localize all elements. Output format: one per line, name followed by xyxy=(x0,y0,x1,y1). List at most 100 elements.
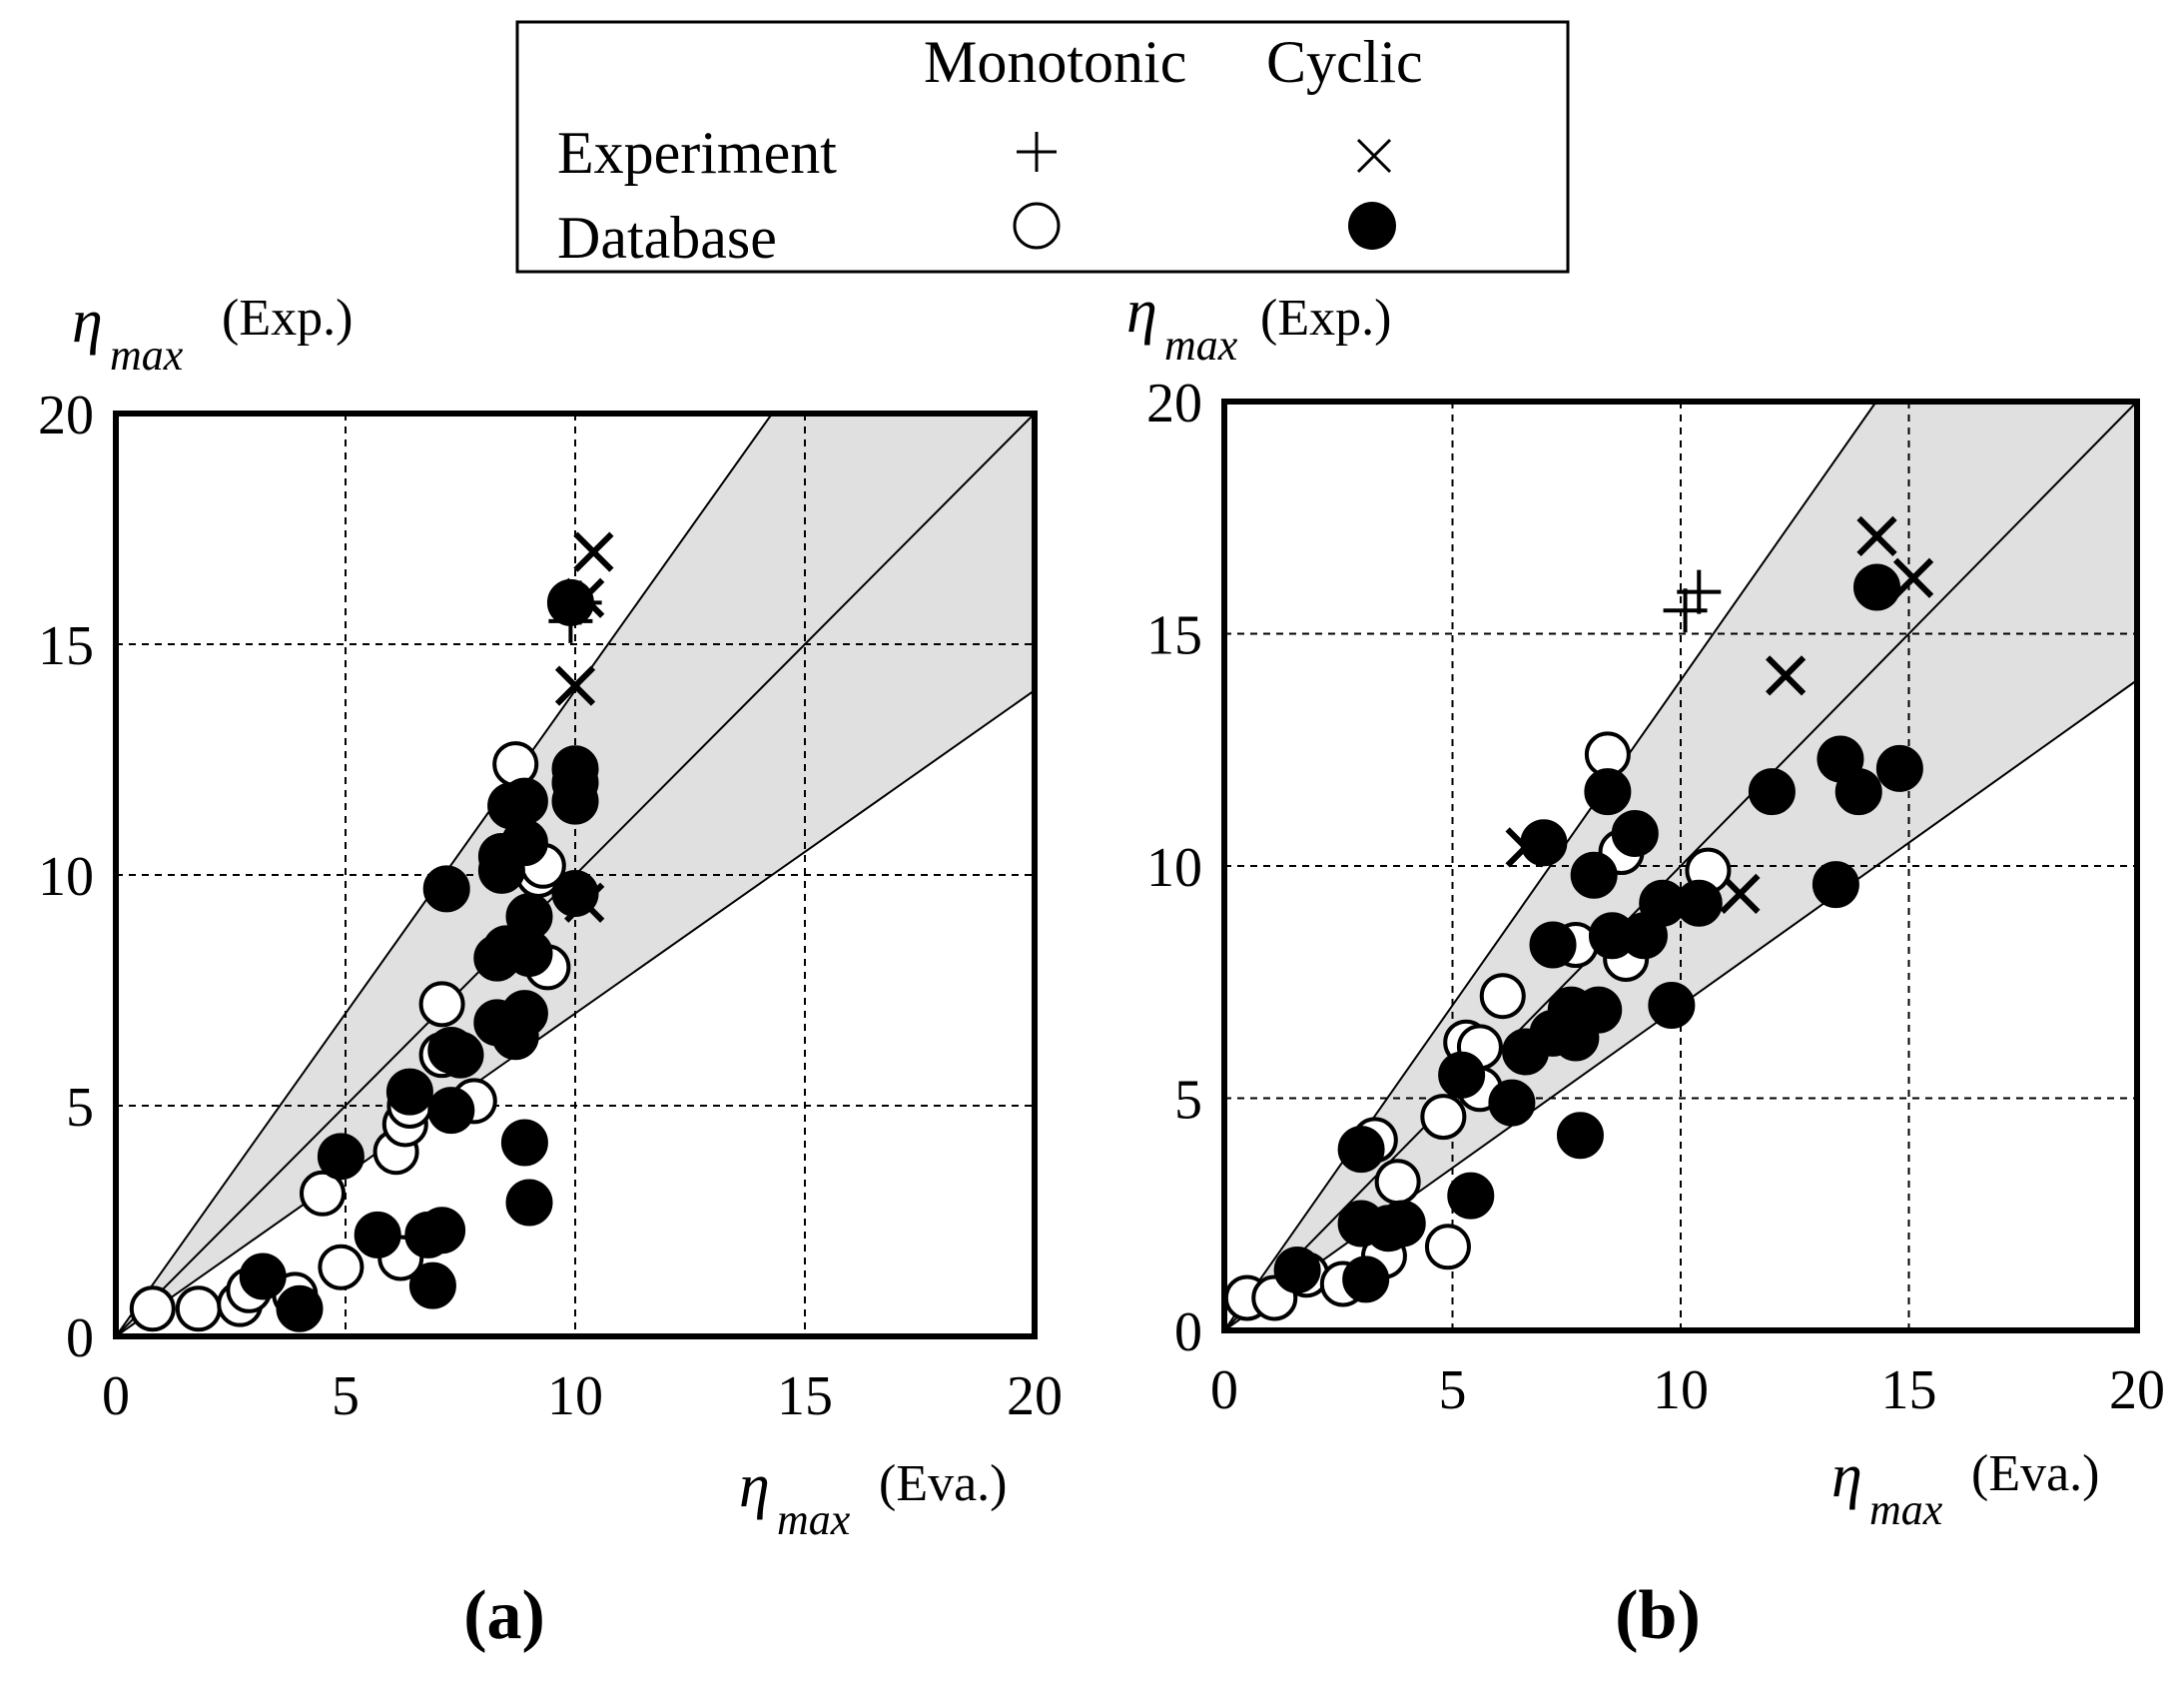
legend-col-monotonic: Monotonic xyxy=(924,29,1186,95)
panel-b: 0 5 10 15 20 0 5 10 15 20 η max (Exp.) η max (Eva… xyxy=(1126,278,2165,1654)
legend-open-circle-marker xyxy=(1013,202,1061,250)
panel-a: 0 5 10 15 20 0 5 10 15 20 η max (Exp.) η max (Eva… xyxy=(38,288,1063,1654)
panel-a-filled-circle-point-6 xyxy=(408,1262,456,1309)
panel-b-y-tick-15: 15 xyxy=(1146,605,1202,667)
panel-b-filled-circle-point-10 xyxy=(1520,819,1568,867)
panel-b-filled-circle-point-30 xyxy=(1853,563,1901,611)
panel-a-filled-circle-point-24 xyxy=(505,930,553,978)
legend-row-database: Database xyxy=(557,205,777,271)
panel-b-filled-circle-point-31 xyxy=(1875,744,1923,792)
panel-b-filled-circle-point-19 xyxy=(1584,768,1632,816)
panel-b-reference-lines xyxy=(1223,401,2138,1331)
panel-a-filled-circle-point-22 xyxy=(500,1119,548,1167)
panel-a-filled-circle-point-20 xyxy=(500,819,548,867)
panel-a-open-circle-point-1 xyxy=(175,1285,222,1332)
panel-a-filled-circle-point-1 xyxy=(276,1284,324,1332)
panel-b-cross-point-0 xyxy=(1856,515,1897,556)
panel-a-filled-circle-point-2 xyxy=(317,1133,364,1181)
panel-b-filled-circle-point-25 xyxy=(1675,879,1723,927)
panel-b-filled-circle-point-3 xyxy=(1337,1126,1385,1174)
panel-a-open-circle-point-5 xyxy=(318,1244,364,1290)
panel-a-x-tick-0: 0 xyxy=(102,1365,130,1427)
panel-b-filled-circle-point-18 xyxy=(1575,986,1623,1034)
panel-b-y-tick-10: 10 xyxy=(1146,837,1202,899)
panel-a-filled-circle-point-8 xyxy=(422,865,470,913)
panel-a-ref-line-slope-0.7 xyxy=(115,689,1036,1337)
panel-b-y-tick-20: 20 xyxy=(1146,373,1202,434)
legend-filled-circle-marker xyxy=(1348,202,1396,250)
panel-a-filled-circle-point-9 xyxy=(427,1087,475,1135)
panel-a-x-tick-15: 15 xyxy=(777,1365,833,1427)
legend-col-cyclic: Cyclic xyxy=(1266,29,1423,95)
panel-b-x-tick-5: 5 xyxy=(1439,1359,1467,1421)
panel-a-filled-circle-point-19 xyxy=(500,777,548,825)
panel-b-x-tick-10: 10 xyxy=(1653,1359,1709,1421)
panel-b-open-circle-point-12 xyxy=(1479,973,1526,1020)
panel-a-x-tick-10: 10 xyxy=(547,1365,603,1427)
panel-b-filled-circle-point-26 xyxy=(1748,768,1796,816)
panel-b-xlabel-note: (Eva.) xyxy=(1971,1445,2099,1502)
panel-b-label: (b) xyxy=(1615,1577,1701,1654)
panel-b-filled-circle-point-16 xyxy=(1556,1112,1604,1160)
panel-b-filled-circle-point-6 xyxy=(1438,1051,1486,1099)
legend-plus-marker xyxy=(1017,132,1057,172)
panel-a-filled-circle-point-11 xyxy=(436,1031,484,1079)
panel-b-open-circle-point-7 xyxy=(1424,1224,1471,1270)
panel-b-filled-circle-point-1 xyxy=(1342,1256,1390,1303)
panel-b-filled-circle-point-24 xyxy=(1648,982,1696,1029)
legend: Monotonic Cyclic Experiment Database xyxy=(515,20,1570,274)
panel-a-y-tick-0: 0 xyxy=(66,1307,94,1369)
panel-b-data-marks xyxy=(1223,515,1934,1321)
panel-a-y-tick-15: 15 xyxy=(38,615,94,677)
panel-a-filled-circle-point-4 xyxy=(385,1068,433,1116)
panel-b-ref-line-slope-1 xyxy=(1223,401,2138,1331)
panel-a-plot-frame xyxy=(113,411,1038,1339)
panel-a-data-marks xyxy=(129,531,614,1332)
panel-b-filled-circle-point-7 xyxy=(1447,1172,1495,1220)
panel-a-open-circle-point-0 xyxy=(129,1285,176,1332)
panel-b-cross-point-1 xyxy=(1892,557,1934,598)
panel-a-y-tick-10: 10 xyxy=(38,846,94,908)
panel-a-open-circle-point-13 xyxy=(418,981,465,1028)
panel-a-tick-labels: 0 5 10 15 20 0 5 10 15 20 xyxy=(38,385,1063,1427)
panel-a-y-tick-5: 5 xyxy=(66,1077,94,1139)
panel-a-filled-circle-point-26 xyxy=(546,578,594,626)
panel-a-filled-circle-point-0 xyxy=(239,1253,287,1300)
panel-a-filled-circle-point-3 xyxy=(354,1211,401,1259)
panel-b-ylabel-symbol: η xyxy=(1126,278,1157,346)
panel-a-filled-circle-point-21 xyxy=(500,990,548,1038)
panel-a-ylabel-note: (Exp.) xyxy=(222,290,353,347)
panel-b-tick-labels: 0 5 10 15 20 0 5 10 15 20 xyxy=(1146,373,2165,1421)
panel-b-y-tick-0: 0 xyxy=(1174,1301,1202,1363)
panel-b-ref-line-slope-1.4 xyxy=(1223,401,1877,1331)
legend-row-experiment: Experiment xyxy=(557,120,837,186)
panel-a-open-circle-point-6 xyxy=(300,1170,346,1217)
panel-a-cross-point-0 xyxy=(573,531,614,572)
panel-a-x-tick-20: 20 xyxy=(1007,1365,1063,1427)
panel-a-filled-circle-point-25 xyxy=(505,1179,553,1227)
panel-a-xlabel-sub: max xyxy=(777,1495,851,1544)
panel-b-open-circle-point-6 xyxy=(1374,1159,1421,1206)
panel-a-y-tick-20: 20 xyxy=(38,385,94,446)
panel-b-open-circle-point-8 xyxy=(1420,1094,1467,1141)
panel-b-ylabel-note: (Exp.) xyxy=(1260,290,1391,347)
panel-a-xlabel-note: (Eva.) xyxy=(879,1455,1007,1512)
panel-a-filled-circle-point-30 xyxy=(551,869,599,917)
panel-b-filled-circle-point-8 xyxy=(1488,1079,1536,1127)
panel-b-filled-circle-point-29 xyxy=(1834,768,1882,816)
panel-b-filled-circle-point-5 xyxy=(1378,1200,1426,1248)
panel-a-label: (a) xyxy=(463,1577,545,1654)
panel-b-filled-circle-point-0 xyxy=(1273,1247,1321,1294)
panel-b-filled-circle-point-17 xyxy=(1570,851,1618,899)
panel-a-filled-circle-point-29 xyxy=(551,777,599,825)
panel-a-xlabel-symbol: η xyxy=(739,1452,770,1520)
panel-a-ylabel-sub: max xyxy=(110,331,184,380)
panel-b-xlabel-sub: max xyxy=(1869,1485,1943,1534)
panel-b-x-tick-20: 20 xyxy=(2109,1359,2165,1421)
panel-b-plot-frame xyxy=(1221,399,2140,1333)
panel-a-x-tick-5: 5 xyxy=(332,1365,360,1427)
panel-a-filled-circle-point-7 xyxy=(418,1207,466,1255)
panel-b-xlabel-symbol: η xyxy=(1831,1442,1862,1510)
panel-b-filled-circle-point-27 xyxy=(1812,861,1859,909)
panel-b-filled-circle-point-12 xyxy=(1529,921,1577,969)
